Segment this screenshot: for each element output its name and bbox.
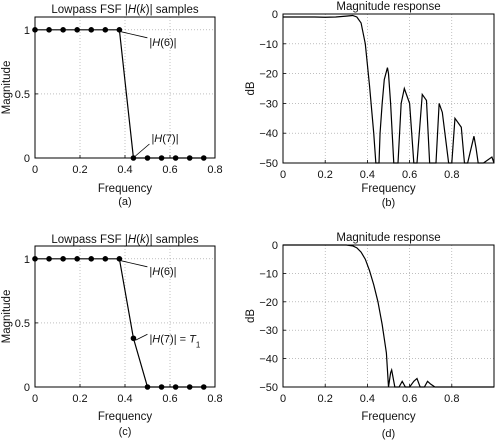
data-point <box>144 384 151 390</box>
y-axis-label: dB <box>245 309 257 323</box>
panel-label: (b) <box>382 197 395 209</box>
x-tick-label: 0.6 <box>402 169 417 181</box>
panel-label: (a) <box>118 196 131 208</box>
x-axis-label: Frequency <box>361 411 416 423</box>
chart-panel-c: 0 0.2 0.4 0.6 0.8 0 0.5 1 Lowpass FSF |H(k)| sam… <box>1 234 223 438</box>
x-tick-label: 0.4 <box>117 393 132 405</box>
x-axis-label: Frequency <box>98 183 153 195</box>
x-tick-label: 0.6 <box>162 164 177 176</box>
data-point <box>88 27 95 33</box>
data-point <box>144 155 151 161</box>
y-tick-label: 0.5 <box>15 89 30 101</box>
data-point <box>60 27 66 33</box>
data-point <box>158 155 165 161</box>
x-tick-label: 0.6 <box>402 393 417 405</box>
x-tick-label: 0 <box>32 393 38 405</box>
data-point <box>88 256 95 262</box>
data-point <box>102 256 109 262</box>
y-tick-label: 0 <box>272 9 278 21</box>
x-tick-label: 0.2 <box>72 393 87 405</box>
data-point <box>158 384 165 390</box>
panel-label: (c) <box>119 426 132 438</box>
data-point <box>130 155 137 161</box>
data-point <box>74 256 80 262</box>
annotation-leader <box>135 143 150 157</box>
y-tick-label: −30 <box>259 98 278 110</box>
y-tick-label: −10 <box>259 268 278 280</box>
chart-title: Lowpass FSF |H(k)| samples <box>51 234 198 246</box>
x-tick-label: 0 <box>280 169 286 181</box>
data-point <box>46 256 52 262</box>
plot-frame <box>282 244 495 388</box>
data-point <box>186 384 193 390</box>
x-axis-label: Frequency <box>98 411 153 423</box>
x-tick-label: 0.8 <box>207 393 222 405</box>
x-tick-label: 0.8 <box>444 169 459 181</box>
y-tick-label: 1 <box>24 254 30 266</box>
data-point <box>32 256 38 262</box>
data-point <box>46 27 52 33</box>
y-tick-label: 0 <box>24 153 30 165</box>
x-tick-label: 0.2 <box>72 164 87 176</box>
data-point <box>200 155 207 161</box>
plot-frame <box>282 13 495 164</box>
chart-title: Magnitude response <box>336 1 440 13</box>
annotation-label: |H(6)| <box>149 266 176 278</box>
data-point <box>130 335 137 342</box>
y-tick-label: −30 <box>259 325 278 337</box>
y-tick-label: −50 <box>259 158 278 170</box>
annotation-label: |H(6)| <box>149 37 176 49</box>
x-tick-label: 0.8 <box>207 164 222 176</box>
x-tick-label: 0.4 <box>117 164 132 176</box>
y-axis-label: Magnitude <box>1 290 13 344</box>
x-tick-label: 0.4 <box>360 169 375 181</box>
x-tick-label: 0.6 <box>162 393 177 405</box>
chart-title: Lowpass FSF |H(k)| samples <box>51 4 198 16</box>
y-tick-label: −20 <box>259 297 278 309</box>
x-tick-label: 0 <box>280 393 286 405</box>
y-tick-label: 0.5 <box>15 318 30 330</box>
y-tick-label: 0 <box>272 240 278 252</box>
chart-title: Magnitude response <box>336 232 440 244</box>
series-line <box>283 244 494 388</box>
data-point <box>60 256 66 262</box>
data-point <box>102 27 109 33</box>
data-point <box>200 384 207 390</box>
x-tick-label: 0 <box>32 164 38 176</box>
y-tick-label: 0 <box>24 382 30 394</box>
annotation-leader <box>121 31 148 39</box>
chart-panel-d: 0 0.2 0.4 0.6 0.8 0 −10 −20 −30 −40 −50 Magnitude r… <box>245 232 495 440</box>
x-tick-label: 0.8 <box>444 393 459 405</box>
x-axis-label: Frequency <box>361 183 416 195</box>
chart-panel-a: 0 0.2 0.4 0.6 0.8 0 0.5 1 Lowpass FSF |H(k)| sam… <box>1 4 223 208</box>
annotation-label: |H(7)| = T1 <box>149 333 200 349</box>
y-tick-label: −10 <box>259 39 278 51</box>
x-tick-label: 0.2 <box>318 169 333 181</box>
series-line <box>283 14 495 164</box>
annotation-leader <box>135 333 148 341</box>
annotation-leader <box>121 260 148 268</box>
x-tick-label: 0.4 <box>360 393 375 405</box>
data-point <box>172 155 179 161</box>
data-point <box>186 155 193 161</box>
data-point <box>116 27 123 33</box>
data-point <box>32 27 38 33</box>
y-axis-label: Magnitude <box>1 61 13 115</box>
y-tick-label: −20 <box>259 69 278 81</box>
x-tick-label: 0.2 <box>318 393 333 405</box>
data-point <box>172 384 179 390</box>
chart-panel-b: 0 0.2 0.4 0.6 0.8 0 −10 −20 −30 −40 −50 Magnitude r… <box>245 1 495 209</box>
y-tick-label: −40 <box>259 354 278 366</box>
y-tick-label: −50 <box>259 382 278 394</box>
y-axis-label: dB <box>245 81 257 95</box>
data-point <box>116 256 123 262</box>
y-tick-label: −40 <box>259 128 278 140</box>
annotation-label: |H(7)| <box>151 133 178 145</box>
panel-label: (d) <box>382 428 395 440</box>
y-tick-label: 1 <box>24 25 30 37</box>
data-point <box>74 27 80 33</box>
